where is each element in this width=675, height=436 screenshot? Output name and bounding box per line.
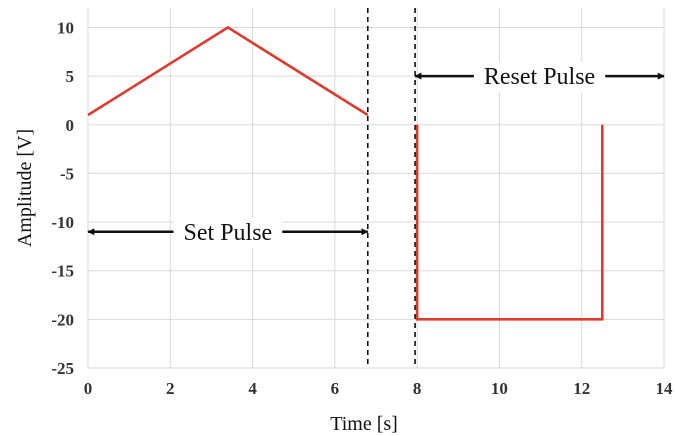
y-tick-label: 0: [66, 116, 75, 135]
annotation-label: Set Pulse: [184, 220, 273, 246]
y-axis-title: Amplitude [V]: [14, 129, 36, 247]
axes: 0 2 4 6 8 10 12 14 -25 -20 -15 -10 -5 0 5 10: [51, 18, 673, 398]
y-tick-label: -25: [51, 359, 74, 378]
annotation-label-bg: [473, 62, 606, 93]
series-line-2: [415, 124, 604, 321]
annotation-label-bg: [173, 217, 283, 248]
x-tick-label: 8: [413, 379, 422, 398]
x-tick-label: 2: [166, 379, 175, 398]
x-tick-label: 10: [491, 379, 508, 398]
series-group: [87, 25, 604, 321]
annotation-label: Reset Pulse: [484, 64, 595, 90]
y-tick-label: -5: [60, 164, 74, 183]
x-tick-label: 12: [573, 379, 590, 398]
x-tick-label: 14: [656, 379, 674, 398]
x-tick-label: 4: [248, 379, 257, 398]
y-tick-label: -20: [51, 310, 74, 329]
x-tick-label: 6: [331, 379, 340, 398]
x-axis-title: Time [s]: [330, 413, 398, 435]
y-tick-label: -15: [51, 262, 74, 281]
y-tick-label: -10: [51, 213, 74, 232]
x-tick-label: 0: [84, 379, 93, 398]
y-tick-label: 10: [57, 18, 74, 37]
annotations: Set Pulse Reset Pulse: [87, 8, 665, 368]
y-tick-label: 5: [66, 67, 75, 86]
series-line-1: [87, 25, 369, 117]
